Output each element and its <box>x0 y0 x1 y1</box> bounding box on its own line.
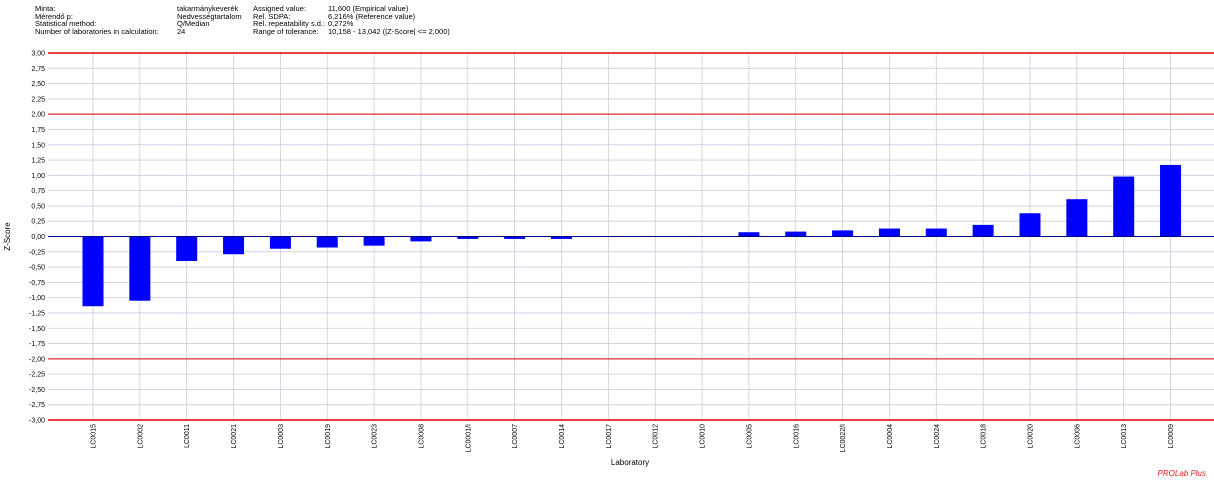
x-tick-labels: LC0015 LC0002 LC0011 LC0021 LC0003 LC0019 LC00… <box>91 424 1176 453</box>
y-tick-label: -3,00 <box>29 418 45 425</box>
info-value-method: Q/Median <box>177 19 210 29</box>
info-value-tolerance: 10,158 - 13,042 (|Z-Score| <= 2,000) <box>328 26 450 36</box>
bar <box>82 236 104 307</box>
bar <box>1113 176 1135 237</box>
bar <box>1066 199 1088 237</box>
x-tick-label: LC0009 <box>1168 424 1175 449</box>
info-labels-2: Assigned value: Rel. SDPA: Rel. repeatab… <box>253 5 325 35</box>
bar <box>363 236 385 246</box>
info-label-lab-count: Number of laboratories in calculation: <box>35 26 159 36</box>
x-tick-label: LC0022/I <box>840 424 847 452</box>
x-tick-label: LC0008 <box>418 424 425 449</box>
y-tick-label: -2,50 <box>29 387 45 394</box>
info-label-sample: Minta: <box>35 4 56 13</box>
bar <box>223 236 245 255</box>
bar <box>316 236 338 248</box>
y-tick-label: 0,25 <box>31 219 45 226</box>
x-tick-label: LC0017 <box>606 424 613 449</box>
x-tick-label: LC0007 <box>512 424 519 449</box>
y-tick-label: -2,25 <box>29 372 45 379</box>
bar <box>1160 164 1182 237</box>
x-tick-label: LC0023 <box>372 424 379 449</box>
bar <box>504 236 526 239</box>
bar <box>785 231 807 237</box>
y-tick-label: 2,00 <box>31 112 45 119</box>
info-label-tolerance: Range of tolerance: <box>253 26 319 36</box>
x-tick-label: LC0015 <box>91 424 98 449</box>
y-tick-label: -0,25 <box>29 249 45 256</box>
y-tick-label: -1,00 <box>29 295 45 302</box>
bar <box>410 236 432 242</box>
bar <box>129 236 151 301</box>
x-tick-label: LC0014 <box>559 424 566 449</box>
bar <box>269 236 291 249</box>
y-tick-label: -1,75 <box>29 341 45 348</box>
y-tick-label: 0,00 <box>31 234 45 241</box>
y-tick-label: 1,75 <box>31 127 45 134</box>
x-tick-label: LC0006 <box>1074 424 1081 449</box>
info-label-assigned: Assigned value: <box>253 4 306 13</box>
bar <box>972 224 994 237</box>
y-tick-label: 1,50 <box>31 142 45 149</box>
y-tick-label: 2,25 <box>31 96 45 103</box>
bars <box>82 164 1182 307</box>
info-value-repeatability: 0,272% <box>328 19 354 29</box>
y-axis-title: Z-Score <box>3 222 12 251</box>
x-tick-label: LC0021 <box>231 424 238 449</box>
y-tick-label: 3,00 <box>31 51 45 58</box>
x-tick-label: LC0011 <box>184 424 191 448</box>
info-label-method: Statistical method: <box>35 19 97 29</box>
y-tick-label: 2,75 <box>31 66 45 73</box>
x-tick-label: LC0005 <box>746 424 753 449</box>
x-tick-label: LC0018 <box>981 424 988 449</box>
info-value-measurand: Nedvességtartalom <box>177 11 242 21</box>
bar <box>457 236 479 239</box>
bar <box>832 230 854 237</box>
y-tick-label: -1,50 <box>29 326 45 333</box>
x-tick-label: LC0010 <box>700 424 707 449</box>
x-tick-label: LC0012 <box>653 424 660 449</box>
info-label-repeatability: Rel. repeatability s.d.: <box>253 19 326 29</box>
y-tick-label: -1,25 <box>29 310 45 317</box>
bar <box>878 228 900 237</box>
y-tick-label: 0,75 <box>31 188 45 195</box>
x-tick-label: LC0016 <box>793 424 800 449</box>
x-tick-label: LC0001/I <box>465 424 472 452</box>
x-tick-label: LC0024 <box>934 424 941 449</box>
info-values-2: 11,600 (Empirical value) 6,216% (Referen… <box>328 5 450 35</box>
info-value-sdpa: 6,216% (Reference value) <box>328 11 416 21</box>
y-tick-label: -0,50 <box>29 265 45 272</box>
y-tick-label: 1,25 <box>31 158 45 165</box>
y-tick-label: -2,75 <box>29 402 45 409</box>
x-tick-label: LC0003 <box>278 424 285 449</box>
info-labels-1: Minta: Mérendő p: Statistical method: Nu… <box>35 5 159 35</box>
x-tick-label: LC0019 <box>325 424 332 449</box>
y-tick-labels: 3,00 2,75 2,50 2,25 2,00 1,75 1,50 1,25 1,00 0,75… <box>29 51 45 425</box>
reference-lines <box>48 52 1214 421</box>
y-tick-label: 2,50 <box>31 81 45 88</box>
x-axis-title: Laboratory <box>611 458 649 467</box>
x-tick-label: LC0004 <box>887 424 894 449</box>
info-values-1: takarmánykeverék Nedvességtartalom Q/Med… <box>177 5 242 35</box>
brand-logo-text: PROLab Plus <box>1157 469 1206 478</box>
info-value-lab-count: 24 <box>177 26 186 36</box>
bar <box>551 236 572 239</box>
x-tick-label: LC0020 <box>1028 424 1035 449</box>
x-tick-label: LC0013 <box>1121 424 1128 449</box>
x-tick-label: LC0002 <box>137 424 144 449</box>
bar <box>925 228 947 237</box>
info-value-sample: takarmánykeverék <box>177 4 239 13</box>
bar <box>738 232 760 237</box>
bar <box>1019 213 1041 237</box>
y-tick-label: -2,00 <box>29 356 45 363</box>
info-label-sdpa: Rel. SDPA: <box>253 11 291 21</box>
y-tick-label: 1,00 <box>31 173 45 180</box>
y-tick-label: 0,50 <box>31 203 45 210</box>
bar <box>176 236 198 261</box>
info-value-assigned: 11,600 (Empirical value) <box>328 4 409 13</box>
info-label-measurand: Mérendő p: <box>35 11 73 21</box>
y-tick-label: -0,75 <box>29 280 45 287</box>
